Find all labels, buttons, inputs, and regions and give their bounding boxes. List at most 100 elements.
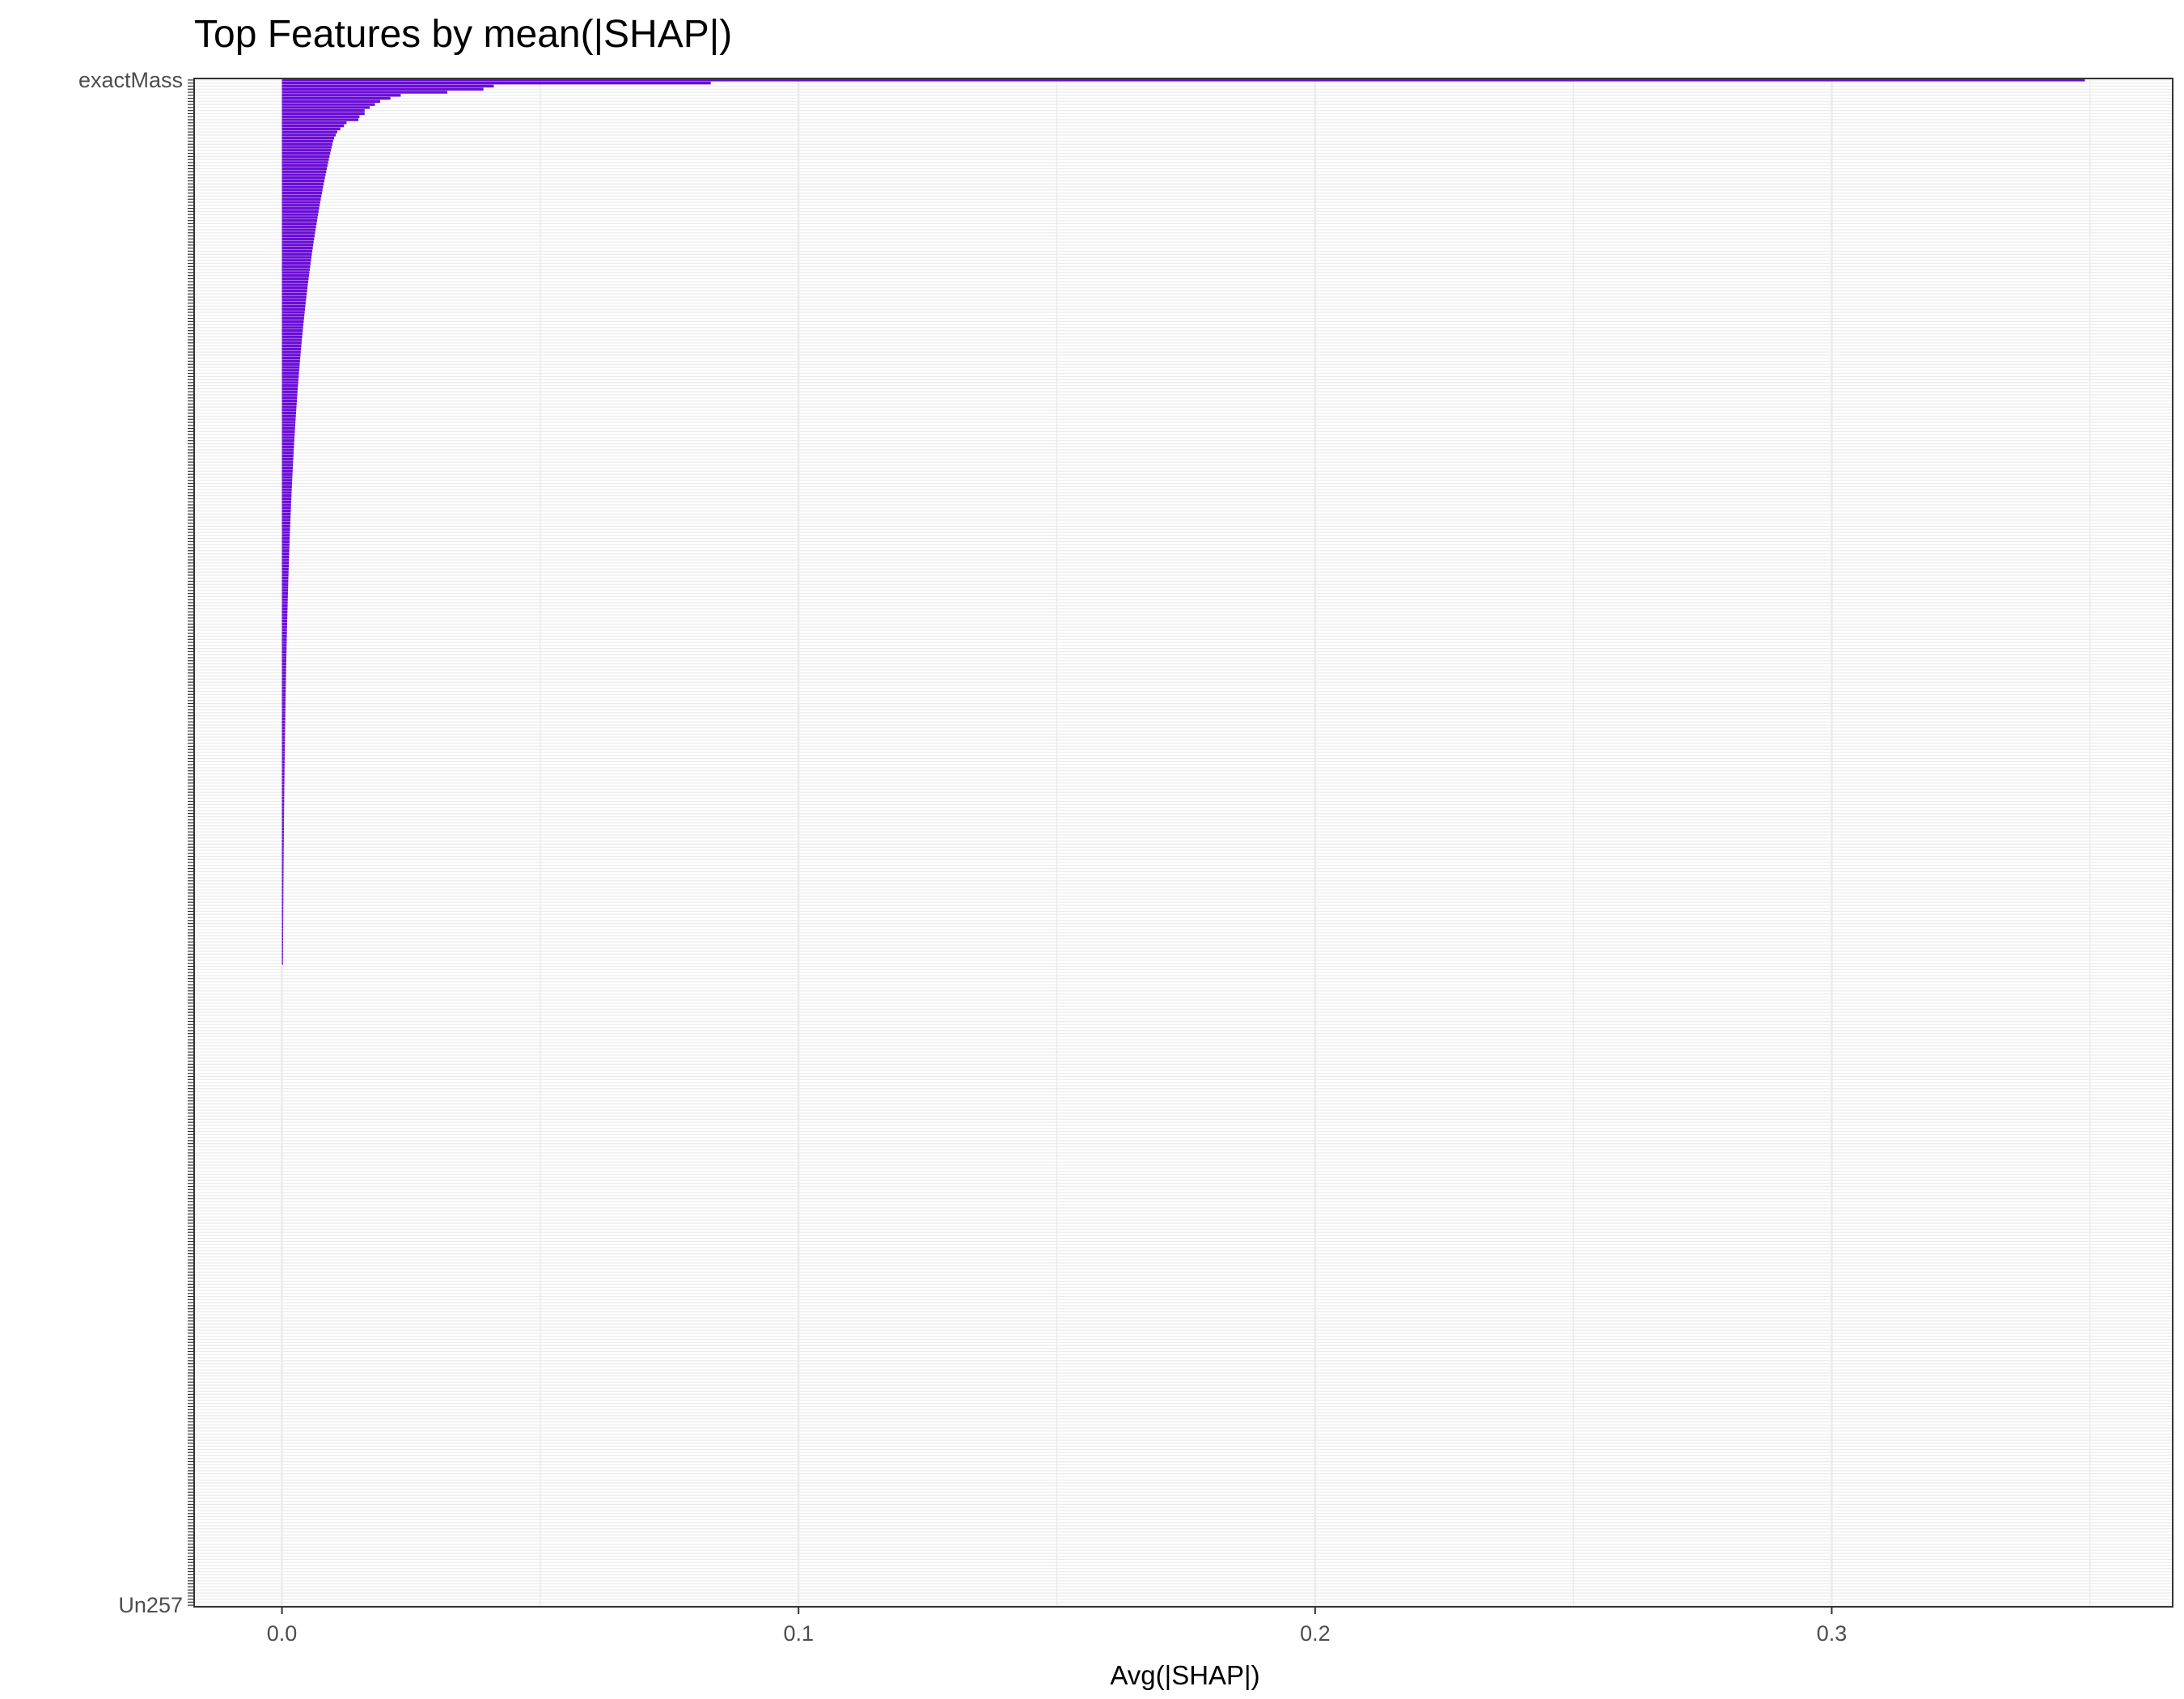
bar [281,830,284,833]
bar [281,656,287,659]
bar [281,668,286,672]
bar [281,323,304,326]
bar [281,78,2085,82]
bar [281,488,292,491]
bar [281,176,325,180]
bar [281,506,291,510]
bar [281,311,305,314]
bar [281,304,306,308]
bar [281,485,292,489]
bar [281,451,294,455]
bar [281,314,305,317]
bar [281,610,288,613]
bar [281,182,324,186]
bar [281,760,285,764]
bar [281,858,284,861]
panel-background [194,78,2173,1607]
bar [281,185,324,189]
bar [281,521,290,525]
bar [281,320,304,324]
bar [281,307,306,311]
bar [281,414,296,418]
bar [281,115,360,118]
bar [281,534,290,537]
bar [281,852,284,855]
bar [281,766,285,769]
bar [281,888,284,892]
bar [281,842,284,846]
bar [281,390,298,393]
bar [281,301,306,305]
bar [281,531,290,534]
bar [281,277,309,281]
bar [281,213,319,216]
bar [281,103,375,106]
bar [281,359,300,363]
bar [281,139,333,143]
bar [281,286,308,290]
bar [281,170,327,173]
bar [281,91,447,94]
bar [281,866,284,871]
bar [281,873,284,876]
bar [281,454,294,458]
bar [281,684,286,687]
bar [281,739,286,742]
bar [281,629,287,632]
bar [281,634,287,638]
bar [281,216,318,219]
bar [281,577,289,580]
bar [281,173,326,176]
bar [281,476,293,479]
y-tick-label-top: exactMass [78,68,183,92]
bar [281,225,316,228]
bar [281,782,285,785]
bar [281,943,283,947]
bar [281,206,320,210]
bar [281,433,295,436]
bar [281,653,287,656]
bar [281,665,286,668]
bar [281,149,332,152]
bar [281,261,311,265]
bar [281,244,314,247]
bar [281,121,347,125]
bar [281,421,296,424]
bar [281,167,328,171]
bar [281,748,286,751]
bar [281,161,328,164]
bar [281,292,307,296]
bar [281,341,302,345]
bar [281,546,290,549]
bar [281,916,284,919]
bar [281,644,287,647]
chart-title: Top Features by mean(|SHAP|) [194,13,732,56]
bar [281,833,284,837]
bar [281,811,285,816]
bar [281,919,284,922]
bar [281,210,319,214]
bar [281,396,298,400]
bar [281,952,283,956]
bar [281,81,711,85]
bar [281,625,287,629]
bar [281,821,285,824]
bar [281,778,285,782]
bar [281,197,321,201]
x-tick-label: 0.2 [1300,1621,1331,1646]
bar [281,638,287,641]
bar [281,409,297,412]
bar [281,283,308,286]
bar [281,794,285,797]
bar [281,701,286,705]
bar [281,613,288,616]
bar [281,561,290,565]
bar [281,491,292,494]
bar [281,151,331,155]
bar [281,460,294,464]
bar [281,512,291,516]
bar [281,751,286,754]
bar [281,332,303,336]
bar [281,680,286,684]
